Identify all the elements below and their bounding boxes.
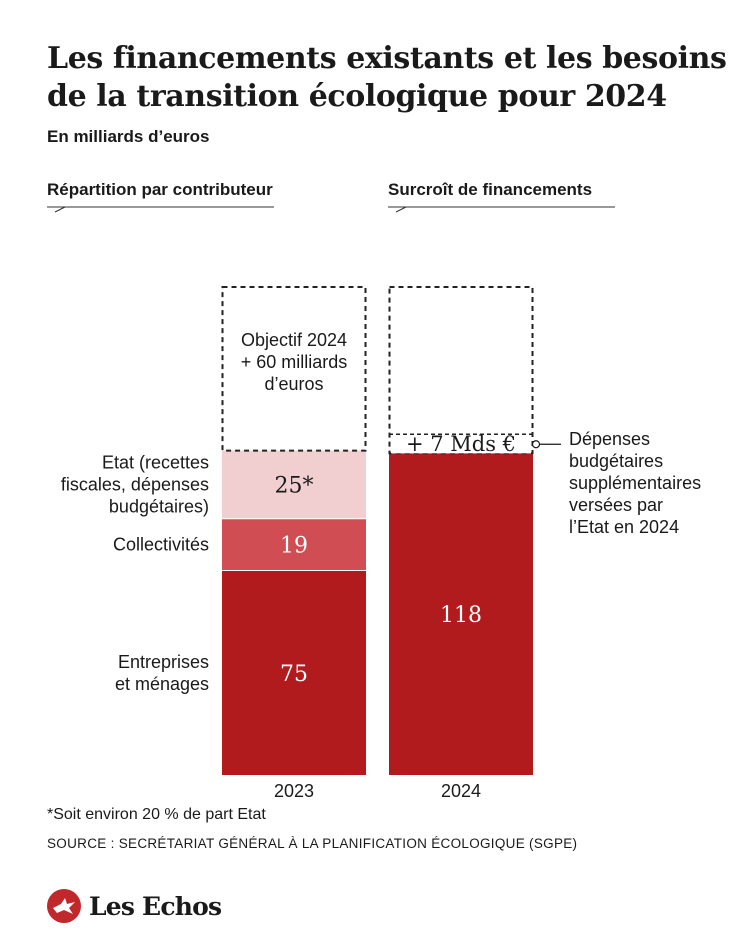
annotation-line-2: supplémentaires <box>569 473 701 493</box>
objective-label-line-1: + 60 milliards <box>241 352 348 372</box>
bar-2023-segment-0 <box>222 570 366 775</box>
increment-segment <box>391 434 531 454</box>
series-label-1-line-0: Collectivités <box>113 535 209 555</box>
left-header-underline-tick <box>54 206 66 213</box>
increment-label: + 7 Mds € <box>406 432 516 456</box>
footnote: *Soit environ 20 % de part Etat <box>47 806 266 823</box>
brand-logo: Les Echos <box>47 887 222 925</box>
source-note: SOURCE : SECRÉTARIAT GÉNÉRAL À LA PLANIF… <box>47 836 578 851</box>
objective-dashed-box <box>221 286 367 452</box>
bar-2024-value-label-3: 118 <box>440 603 482 628</box>
annotation-line-1: budgétaires <box>569 451 663 471</box>
chart-title: Les financements existants et les besoin… <box>47 41 727 114</box>
brand-name: Les Echos <box>89 891 222 921</box>
chart-subtitle: En milliards d’euros <box>47 127 210 146</box>
annotation-line-0: Dépenses <box>569 429 650 449</box>
annotation-marker <box>531 440 541 449</box>
left-section-header: Répartition par contributeur <box>47 180 273 199</box>
target-2024-dashed-box <box>388 286 534 455</box>
right-section-header: Surcroît de financements <box>388 180 593 199</box>
series-label-2-line-1: fiscales, dépenses <box>61 475 209 495</box>
bar-2023-segment-1 <box>222 518 366 571</box>
annotation-line-4: l’Etat en 2024 <box>569 517 679 537</box>
series-label-0-line-1: et ménages <box>115 674 209 694</box>
right-header-underline-tick <box>395 206 407 213</box>
bar-2023-value-label-2: 25* <box>275 474 314 499</box>
bar-2023-value-label-1: 19 <box>280 534 308 559</box>
bar-2024-segment-3 <box>389 453 533 775</box>
annotation-line-3: versées par <box>569 495 663 515</box>
x-tick-label-2023: 2023 <box>274 781 314 801</box>
series-label-0-line-0: Entreprises <box>118 652 209 672</box>
objective-label-line-2: d’euros <box>264 374 323 394</box>
bar-2023-value-label-0: 75 <box>280 662 308 687</box>
x-tick-label-2024: 2024 <box>441 781 481 801</box>
echos-bird-icon <box>47 889 81 923</box>
objective-label-line-0: Objectif 2024 <box>241 330 347 350</box>
bar-2023-segment-2 <box>222 450 366 519</box>
series-label-2-line-0: Etat (recettes <box>102 453 209 473</box>
series-label-2-line-2: budgétaires) <box>109 497 209 517</box>
